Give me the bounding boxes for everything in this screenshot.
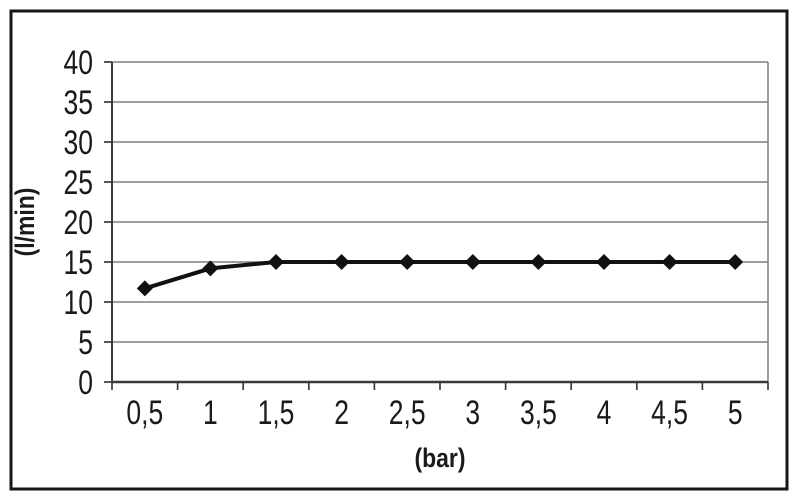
y-axis-title: (l/min) <box>10 188 40 257</box>
x-tick-label: 4,5 <box>651 394 688 432</box>
y-tick-label: 0 <box>78 364 93 402</box>
y-tick-label: 35 <box>63 84 93 122</box>
data-point <box>596 254 612 270</box>
x-tick-label: 1 <box>203 394 218 432</box>
axes <box>104 61 769 390</box>
x-tick-label: 3,5 <box>520 394 557 432</box>
y-tick-label: 30 <box>63 124 93 162</box>
x-axis-title: (bar) <box>415 443 466 473</box>
chart-frame <box>9 9 789 491</box>
data-point <box>727 254 744 270</box>
frame-border <box>9 9 789 491</box>
x-tick-label: 2 <box>334 394 349 432</box>
x-tick-label: 2,5 <box>389 394 426 432</box>
x-tick-label: 4 <box>597 394 612 432</box>
data-point <box>202 260 219 277</box>
data-point <box>268 254 284 270</box>
y-tick-label: 10 <box>63 284 93 322</box>
x-tick-label: 3 <box>465 394 480 432</box>
y-tick-label: 25 <box>63 164 93 202</box>
x-tick-label: 0,5 <box>126 394 163 432</box>
data-point <box>333 254 350 270</box>
x-tick-label: 5 <box>728 394 743 432</box>
gridlines <box>112 61 769 382</box>
y-tick-label: 40 <box>63 44 93 82</box>
series-flow-rate <box>136 254 744 297</box>
data-point <box>661 254 678 270</box>
y-tick-label: 5 <box>78 324 93 362</box>
y-tick-label: 20 <box>63 204 93 242</box>
x-tick-label: 1,5 <box>258 394 295 432</box>
data-point <box>464 254 481 270</box>
data-point <box>399 254 416 270</box>
data-point <box>530 254 547 270</box>
data-point <box>136 280 153 297</box>
data-line <box>142 260 738 291</box>
y-tick-label: 15 <box>63 244 93 282</box>
